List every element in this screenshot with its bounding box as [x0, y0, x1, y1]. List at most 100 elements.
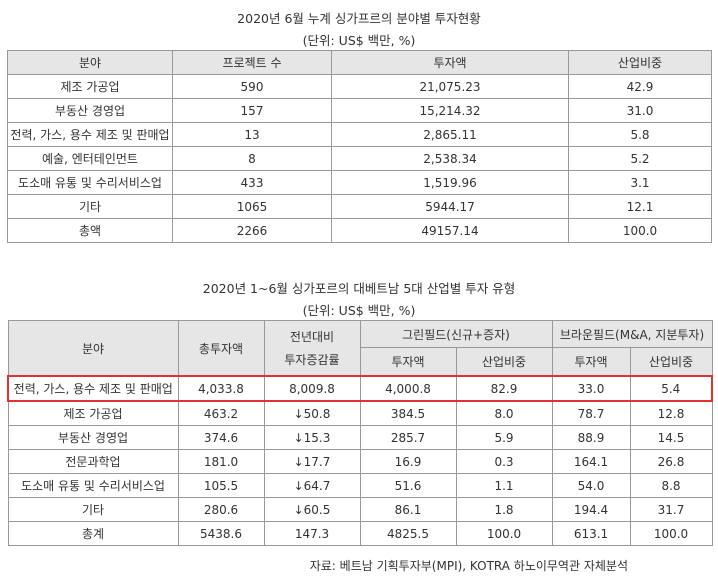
table-cell: 14.5	[629, 425, 713, 450]
table-cell: ↓50.8	[263, 400, 361, 426]
source-footnote: 자료: 베트남 기획투자부(MPI), KOTRA 하노이무역관 자체분석	[309, 559, 628, 573]
table-cell: ↓15.3	[263, 425, 361, 450]
table2: 분야 총투자액 전년대비 투자증감률 그린필드(신규+증자) 브라운필드(M&A…	[7, 320, 713, 546]
table-cell: 1,519.96	[331, 170, 569, 195]
table2-header-greenfield: 그린필드(신규+증자)	[359, 320, 553, 348]
table2-header-yoy: 전년대비 투자증감률	[263, 320, 361, 377]
table-cell: 21,075.23	[331, 74, 569, 99]
table-row: 부동산 경영업 157 15,214.32 31.0	[7, 98, 712, 123]
table-cell: 15,214.32	[331, 98, 569, 123]
table-row: 전력, 가스, 용수 제조 및 판매업 13 2,865.11 5.8	[7, 122, 712, 147]
table-cell: 54.0	[551, 473, 631, 498]
table-row: 예술, 엔터테인먼트 8 2,538.34 5.2	[7, 146, 712, 171]
table-row: 총계 5438.6 147.3 4825.5 100.0 613.1 100.0	[7, 521, 713, 546]
table2-unit: (단위: US$ 백만, %)	[302, 303, 416, 318]
table-cell: 433	[172, 170, 332, 195]
table-cell: 2266	[172, 218, 332, 243]
table-row: 전문과학업 181.0 ↓17.7 16.9 0.3 164.1 26.8	[7, 449, 713, 474]
table-cell: 31.0	[568, 98, 712, 123]
table-cell: 26.8	[629, 449, 713, 474]
table-cell: 5.4	[629, 375, 713, 402]
table2-subheader-amount: 투자액	[359, 347, 457, 377]
table-row: 부동산 경영업 374.6 ↓15.3 285.7 5.9 88.9 14.5	[7, 425, 713, 450]
table-cell: 8.8	[629, 473, 713, 498]
table2-header-field: 분야	[7, 320, 179, 377]
table2-subheader-share: 산업비중	[629, 347, 713, 377]
table-cell: 13	[172, 122, 332, 147]
table1-header-cell: 투자액	[331, 50, 569, 75]
table2-header-total: 총투자액	[177, 320, 265, 377]
table-cell: 총액	[7, 218, 173, 243]
table-cell: 82.9	[455, 375, 553, 402]
table-cell: 2,538.34	[331, 146, 569, 171]
table-cell: 8.0	[455, 400, 553, 426]
table1: 분야 프로젝트 수 투자액 산업비중 제조 가공업 590 21,075.23 42.…	[7, 50, 712, 243]
table2-header-brownfield: 브라운필드(M&A, 지분투자)	[551, 320, 713, 348]
table-cell: 총계	[7, 521, 179, 546]
table-cell: ↓64.7	[263, 473, 361, 498]
table-cell: 제조 가공업	[7, 400, 179, 426]
table-cell: 86.1	[359, 497, 457, 522]
table-row: 제조 가공업 463.2 ↓50.8 384.5 8.0 78.7 12.8	[7, 400, 713, 426]
table-row: 도소매 유통 및 수리서비스업 105.5 ↓64.7 51.6 1.1 54.0 8.8	[7, 473, 713, 498]
table-cell: 4825.5	[359, 521, 457, 546]
table-cell: 590	[172, 74, 332, 99]
table-cell: 5.2	[568, 146, 712, 171]
table-cell: 12.1	[568, 194, 712, 219]
table-cell: ↓17.7	[263, 449, 361, 474]
table-cell: 181.0	[177, 449, 265, 474]
table-cell: 384.5	[359, 400, 457, 426]
table-cell: 부동산 경영업	[7, 425, 179, 450]
table-cell: 기타	[7, 497, 179, 522]
table1-header-cell: 분야	[7, 50, 173, 75]
table-cell: 33.0	[551, 375, 631, 402]
table-cell: 전력, 가스, 용수 제조 및 판매업	[7, 122, 173, 147]
table-cell: 5.8	[568, 122, 712, 147]
table2-subheader-amount: 투자액	[551, 347, 631, 377]
table2-subheader-row: 투자액 산업비중 투자액 산업비중	[8, 347, 713, 377]
table-cell: 4,033.8	[177, 375, 265, 402]
table-cell: 부동산 경영업	[7, 98, 173, 123]
table-cell: 기타	[7, 194, 173, 219]
table-cell: 49157.14	[331, 218, 569, 243]
table-row: 총액 2266 49157.14 100.0	[7, 218, 712, 243]
table-cell: 5944.17	[331, 194, 569, 219]
table-cell: 8	[172, 146, 332, 171]
table-cell: 전문과학업	[7, 449, 179, 474]
table-row: 기타 1065 5944.17 12.1	[7, 194, 712, 219]
table-cell: 100.0	[455, 521, 553, 546]
table-cell: 78.7	[551, 400, 631, 426]
table-cell: 1.8	[455, 497, 553, 522]
table-cell: 예술, 엔터테인먼트	[7, 146, 173, 171]
table-cell: 5438.6	[177, 521, 265, 546]
table1-title: 2020년 6월 누계 싱가프르의 분야별 투자현황	[237, 11, 481, 26]
table-cell: 613.1	[551, 521, 631, 546]
table-row: 기타 280.6 ↓60.5 86.1 1.8 194.4 31.7	[7, 497, 713, 522]
table-cell: 51.6	[359, 473, 457, 498]
table-row: 전력, 가스, 용수 제조 및 판매업 4,033.8 8,009.8 4,000.8…	[7, 375, 713, 402]
table-cell: 5.9	[455, 425, 553, 450]
table2-header-yoy-line1: 전년대비	[289, 330, 335, 344]
table-cell: 0.3	[455, 449, 553, 474]
table-cell: 8,009.8	[263, 375, 361, 402]
table-cell: ↓60.5	[263, 497, 361, 522]
table-row: 제조 가공업 590 21,075.23 42.9	[7, 74, 712, 99]
table-row: 도소매 유통 및 수리서비스업 433 1,519.96 3.1	[7, 170, 712, 195]
table-cell: 194.4	[551, 497, 631, 522]
table2-subheader-share: 산업비중	[455, 347, 553, 377]
table2-header-yoy-line2: 투자증감률	[284, 353, 340, 367]
table2-header-row: 분야 총투자액 전년대비 투자증감률 그린필드(신규+증자) 브라운필드(M&A…	[7, 320, 713, 377]
table1-unit: (단위: US$ 백만, %)	[302, 33, 416, 48]
table-cell: 100.0	[568, 218, 712, 243]
table1-header-cell: 프로젝트 수	[172, 50, 332, 75]
table-cell: 4,000.8	[359, 375, 457, 402]
table-cell: 374.6	[177, 425, 265, 450]
table-cell: 42.9	[568, 74, 712, 99]
table1-header-row: 분야 프로젝트 수 투자액 산업비중	[7, 50, 712, 75]
table-cell: 전력, 가스, 용수 제조 및 판매업	[7, 375, 179, 402]
table-cell: 463.2	[177, 400, 265, 426]
table-cell: 도소매 유통 및 수리서비스업	[7, 170, 173, 195]
table2-title: 2020년 1~6월 싱가포르의 대베트남 5대 산업별 투자 유형	[202, 281, 516, 296]
table-cell: 도소매 유통 및 수리서비스업	[7, 473, 179, 498]
